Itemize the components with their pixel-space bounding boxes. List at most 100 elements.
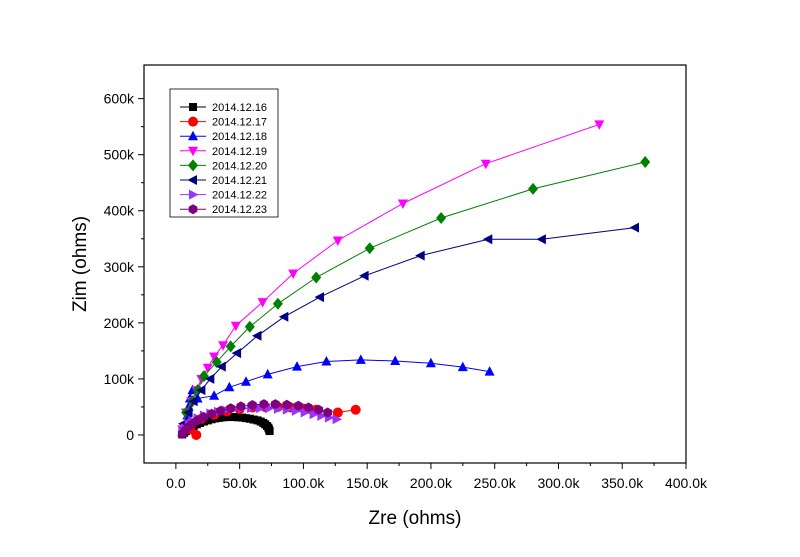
legend-item: 2014.12.21	[180, 175, 267, 187]
data-point: 2014.12.20 (43000, 158000)	[225, 340, 236, 353]
x-tick-label: 400.0k	[665, 475, 708, 491]
data-point: 2014.12.18 (172000, 132000)	[390, 355, 401, 365]
legend-marker	[188, 204, 198, 215]
x-tick-label: 250.0k	[474, 475, 517, 491]
x-tick-label: 350.0k	[601, 475, 644, 491]
data-point: 2014.12.23 (60000, 53500)	[248, 400, 257, 410]
data-point: 2014.12.23 (69000, 55000)	[259, 399, 269, 410]
data-point: 2014.12.17 (127000, 40000)	[332, 407, 343, 418]
data-point: 2014.12.23 (22000, 32000)	[199, 412, 209, 422]
data-point: 2014.12.21 (64000, 177000)	[252, 330, 262, 341]
data-point: 2014.12.21 (27000, 100000)	[204, 373, 215, 384]
legend-item: 2014.12.19	[180, 146, 267, 158]
data-point: 2014.12.20 (58000, 193000)	[244, 320, 255, 333]
legend-label: 2014.12.22	[212, 190, 267, 202]
data-point: 2014.12.22 (126000, 28000)	[332, 414, 343, 425]
data-point: 2014.12.20 (110000, 281000)	[311, 271, 322, 284]
series-2014.12.21: 2014.12.21 (6000, 20000)2014.12.21 (1000…	[178, 222, 639, 429]
data-point: 2014.12.21 (192000, 320000)	[415, 250, 425, 261]
data-point: 2014.12.19 (47000, 195000)	[230, 321, 241, 332]
data-point: 2014.12.19 (92000, 288000)	[288, 269, 299, 279]
data-point: 2014.12.22 (101000, 40000)	[300, 407, 311, 418]
data-point: 2014.12.18 (225000, 121000)	[457, 361, 468, 372]
data-point: 2014.12.23 (112000, 45000)	[314, 404, 323, 415]
legend-marker	[188, 146, 198, 157]
data-point: 2014.12.16 (73500, 7000)	[265, 427, 274, 436]
y-tick-label: 400k	[104, 203, 135, 219]
data-point: 2014.12.18 (42000, 85000)	[224, 381, 235, 392]
data-point: 2014.12.22 (66000, 48000)	[256, 403, 266, 414]
data-point: 2014.12.22 (108000, 37000)	[309, 409, 320, 420]
data-point: 2014.12.17 (141000, 45000)	[350, 404, 361, 415]
data-point: 2014.12.23 (104000, 49000)	[304, 402, 313, 413]
series-2014.12.23: 2014.12.23 (5000, 2000)2014.12.23 (7000,…	[177, 399, 332, 439]
data-point: 2014.12.18 (118000, 131000)	[321, 356, 332, 366]
data-point: 2014.12.23 (28000, 38000)	[207, 408, 216, 419]
legend-label: 2014.12.23	[212, 204, 267, 216]
legend-marker	[188, 130, 198, 141]
data-point: 2014.12.21 (148000, 284000)	[359, 270, 369, 281]
data-point: 2014.12.20 (280000, 439000)	[528, 182, 538, 195]
data-point: 2014.12.20 (368000, 487000)	[640, 156, 651, 168]
x-tick-label: 200.0k	[410, 475, 453, 491]
data-point: 2014.12.19 (68000, 237000)	[257, 298, 268, 308]
plot-area: 2014.12.16 (5000, 1000)2014.12.16 (6500,…	[177, 120, 651, 440]
data-point: 2014.12.19 (37000, 160000)	[218, 341, 229, 351]
y-tick-label: 300k	[104, 259, 135, 275]
y-tick-label: 600k	[104, 91, 135, 107]
data-point: 2014.12.18 (72000, 108000)	[262, 368, 273, 379]
data-point: 2014.12.23 (119000, 40000)	[323, 407, 332, 418]
x-tick-label: 150.0k	[346, 475, 389, 491]
legend-label: 2014.12.21	[212, 175, 267, 187]
legend-label: 2014.12.17	[212, 117, 267, 129]
data-point: 2014.12.18 (200000, 128000)	[425, 357, 436, 368]
legend-item: 2014.12.16	[180, 102, 267, 114]
data-point: 2014.12.19 (243000, 484000)	[480, 159, 491, 170]
data-point: 2014.12.21 (113000, 246000)	[314, 292, 324, 303]
legend-item: 2014.12.23	[180, 204, 267, 216]
data-point: 2014.12.19 (127000, 347000)	[332, 236, 343, 246]
data-point: 2014.12.20 (152000, 333000)	[364, 242, 375, 255]
data-point: 2014.12.21 (287000, 349000)	[536, 234, 546, 245]
legend-label: 2014.12.19	[212, 146, 267, 158]
data-point: 2014.12.21 (14000, 60000)	[188, 396, 198, 407]
data-point: 2014.12.18 (246000, 113000)	[484, 366, 495, 376]
legend: 2014.12.16 2014.12.17 2014.12.18 2014.12.19…	[169, 88, 279, 218]
legend-label: 2014.12.18	[212, 131, 267, 143]
x-tick-label: 300.0k	[537, 475, 580, 491]
legend-item: 2014.12.22	[180, 189, 267, 202]
y-tick-label: 500k	[104, 147, 135, 163]
legend-item: 2014.12.17	[180, 116, 267, 129]
data-point: 2014.12.21 (360000, 370000)	[629, 222, 639, 233]
y-tick-label: 0	[126, 427, 134, 443]
data-point: 2014.12.23 (96000, 52000)	[294, 400, 303, 411]
data-point: 2014.12.18 (55000, 95000)	[241, 376, 251, 386]
legend-marker	[189, 103, 197, 111]
data-point: 2014.12.19 (178000, 413000)	[397, 199, 408, 209]
x-tick-label: 0.0	[166, 475, 186, 491]
data-point: 2014.12.21 (48000, 146000)	[231, 348, 242, 359]
data-point: 2014.12.18 (30000, 70000)	[209, 390, 220, 400]
data-point: 2014.12.20 (208000, 387000)	[436, 212, 447, 224]
data-point: 2014.12.21 (36000, 122000)	[216, 361, 226, 372]
legend-marker	[188, 159, 198, 172]
data-point: 2014.12.20 (80000, 234000)	[272, 297, 283, 310]
data-point: 2014.12.21 (20000, 80000)	[195, 385, 206, 396]
legend-marker	[189, 189, 199, 200]
y-axis-title: Zim (ohms)	[70, 216, 91, 312]
data-point: 2014.12.21 (10000, 40000)	[183, 407, 193, 418]
legend-label: 2014.12.20	[212, 160, 267, 172]
legend-box	[169, 88, 279, 218]
data-point: 2014.12.23 (51000, 51000)	[236, 401, 246, 412]
data-point: 2014.12.21 (85000, 211000)	[278, 311, 289, 322]
data-point: 2014.12.19 (30000, 140000)	[209, 352, 220, 362]
y-axis: 0 100k 200k 300k 400k 500k 600k	[104, 91, 144, 443]
legend-label: 2014.12.16	[212, 102, 267, 114]
data-point: 2014.12.23 (35000, 43000)	[216, 405, 225, 416]
x-axis: 0.0 50.0k 100.0k 150.0k 200.0k 250.0k 300.0k 35…	[166, 463, 708, 491]
legend-item: 2014.12.20	[180, 159, 267, 172]
data-point: 2014.12.21 (245000, 349000)	[482, 234, 493, 245]
legend-item: 2014.12.18	[180, 130, 267, 143]
data-point: 2014.12.18 (95000, 122000)	[292, 361, 302, 371]
data-point: 2014.12.18 (145000, 134000)	[355, 354, 366, 364]
